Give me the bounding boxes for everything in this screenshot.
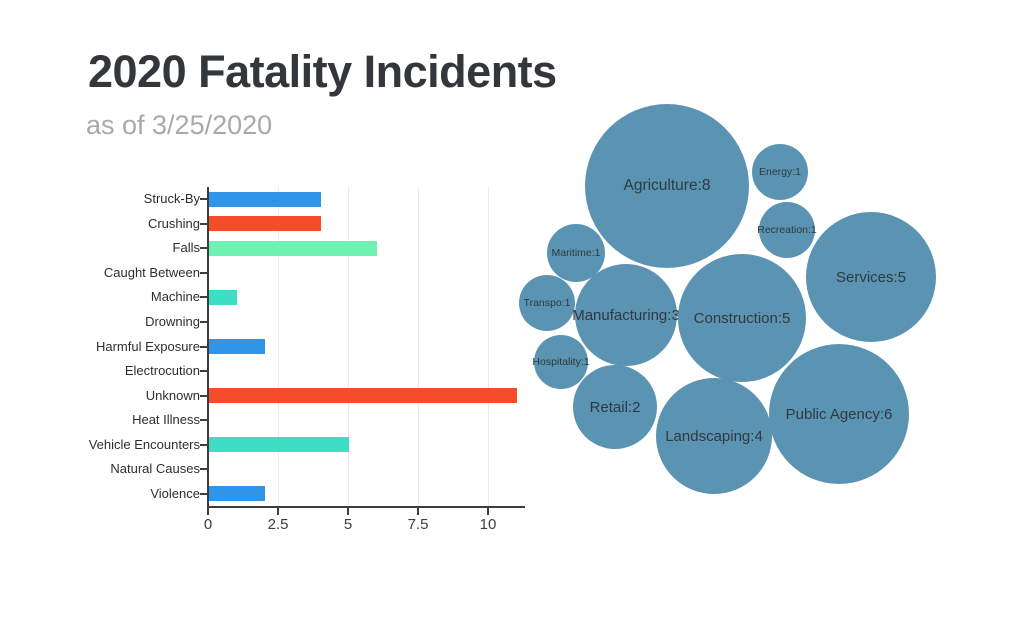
- gridline: [348, 187, 349, 507]
- x-tick: [347, 508, 349, 516]
- y-tick: [200, 394, 207, 397]
- bubble-energy[interactable]: Energy:1: [752, 144, 808, 200]
- y-tick: [200, 321, 207, 324]
- bubble-label-public-agency: Public Agency:6: [785, 405, 893, 423]
- x-tick: [487, 508, 489, 516]
- bar-falls[interactable]: [209, 240, 377, 256]
- bubble-services[interactable]: Services:5: [806, 212, 936, 342]
- category-label-heat-illness: Heat Illness: [132, 412, 200, 428]
- bar-vehicle-encounters[interactable]: [209, 437, 349, 453]
- x-tick: [417, 508, 419, 516]
- category-label-harmful-exposure: Harmful Exposure: [95, 338, 200, 354]
- category-label-unknown: Unknown: [145, 387, 200, 403]
- bubble-construction[interactable]: Construction:5: [678, 254, 806, 382]
- bubble-maritime[interactable]: Maritime:1: [547, 224, 605, 282]
- bubble-retail[interactable]: Retail:2: [573, 365, 657, 449]
- y-tick: [200, 296, 207, 299]
- x-tick: [277, 508, 279, 516]
- x-tick: [207, 508, 209, 516]
- bar-crushing[interactable]: [209, 216, 321, 232]
- y-tick: [200, 271, 207, 274]
- bubble-label-landscaping: Landscaping:4: [665, 427, 763, 445]
- y-tick: [200, 222, 207, 225]
- bubble-label-energy: Energy:1: [758, 166, 802, 178]
- bubble-label-services: Services:5: [835, 268, 907, 286]
- bubble-public-agency[interactable]: Public Agency:6: [769, 344, 909, 484]
- category-label-falls: Falls: [172, 240, 200, 256]
- y-tick: [200, 419, 207, 422]
- category-label-violence: Violence: [150, 485, 200, 501]
- bubble-manufacturing[interactable]: Manufacturing:3: [572, 264, 680, 366]
- category-label-caught-between: Caught Between: [103, 264, 200, 280]
- y-tick: [200, 468, 207, 471]
- y-tick: [200, 247, 207, 250]
- bubble-label-retail: Retail:2: [589, 398, 641, 416]
- page-subtitle: as of 3/25/2020: [86, 110, 273, 140]
- x-axis-line: [207, 506, 525, 509]
- category-label-electrocution: Electrocution: [124, 363, 200, 379]
- category-label-vehicle-encounters: Vehicle Encounters: [88, 436, 200, 452]
- gridline: [278, 187, 279, 507]
- bubble-hospitality[interactable]: Hospitality:1: [532, 335, 590, 389]
- bar-harmful-exposure[interactable]: [209, 339, 265, 355]
- bubble-transpo[interactable]: Transpo:1: [519, 275, 575, 331]
- bubble-label-manufacturing: Manufacturing:3: [572, 306, 680, 324]
- bubble-label-recreation: Recreation:1: [757, 224, 817, 236]
- category-label-drowning: Drowning: [145, 314, 200, 330]
- x-tick-label-7-5: 7.5: [407, 516, 429, 534]
- x-tick-label-10: 10: [479, 516, 497, 534]
- x-tick-label-5: 5: [343, 516, 353, 534]
- bar-struck-by[interactable]: [209, 191, 321, 207]
- y-tick: [200, 370, 207, 373]
- y-axis-line: [207, 187, 209, 509]
- category-label-crushing: Crushing: [147, 215, 200, 231]
- category-label-machine: Machine: [150, 289, 200, 305]
- bubble-label-construction: Construction:5: [693, 309, 791, 327]
- page-title: 2020 Fatality Incidents: [88, 46, 557, 97]
- y-tick: [200, 492, 207, 495]
- bubble-label-agriculture: Agriculture:8: [623, 177, 711, 194]
- bubble-label-hospitality: Hospitality:1: [532, 356, 590, 368]
- y-tick: [200, 345, 207, 348]
- y-tick: [200, 198, 207, 201]
- gridline: [418, 187, 419, 507]
- bar-machine[interactable]: [209, 289, 237, 305]
- gridline: [488, 187, 489, 507]
- bubble-label-transpo: Transpo:1: [523, 297, 571, 309]
- bubble-landscaping[interactable]: Landscaping:4: [656, 378, 772, 494]
- x-tick-label-2-5: 2.5: [267, 516, 289, 534]
- bubble-recreation[interactable]: Recreation:1: [757, 202, 817, 258]
- bubble-agriculture[interactable]: Agriculture:8: [585, 104, 749, 268]
- category-label-natural-causes: Natural Causes: [110, 461, 200, 477]
- bubble-label-maritime: Maritime:1: [551, 247, 601, 259]
- bar-unknown[interactable]: [209, 388, 517, 404]
- x-tick-label-0: 0: [203, 516, 213, 534]
- category-label-struck-by: Struck-By: [143, 191, 200, 207]
- bar-violence[interactable]: [209, 486, 265, 502]
- y-tick: [200, 443, 207, 446]
